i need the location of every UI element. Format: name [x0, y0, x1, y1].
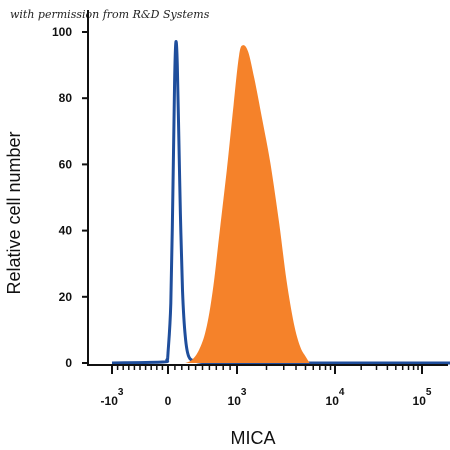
- x-tick-label: 104: [326, 387, 345, 408]
- y-axis-label: Relative cell number: [4, 131, 24, 294]
- y-tick-label: 0: [65, 356, 72, 370]
- y-tick-label: 20: [59, 290, 73, 304]
- x-axis-label: MICA: [231, 428, 276, 448]
- x-tick-label: 103: [228, 387, 247, 408]
- y-tick-label: 60: [59, 157, 73, 171]
- x-tick-label: -103: [101, 387, 124, 408]
- x-tick-group: -103 0 103 104 105: [101, 365, 432, 408]
- y-tick-label: 80: [59, 91, 73, 105]
- plot-area: [111, 40, 450, 365]
- x-tick-label: 0: [165, 394, 172, 408]
- x-tick-label: 105: [413, 387, 432, 408]
- series-fill-histogram: [185, 45, 310, 364]
- y-tick-group: 0 20 40 60 80 100: [52, 25, 88, 370]
- y-tick-label: 100: [52, 25, 72, 39]
- y-tick-label: 40: [59, 224, 73, 238]
- watermark-text: with permission from R&D Systems: [10, 8, 210, 21]
